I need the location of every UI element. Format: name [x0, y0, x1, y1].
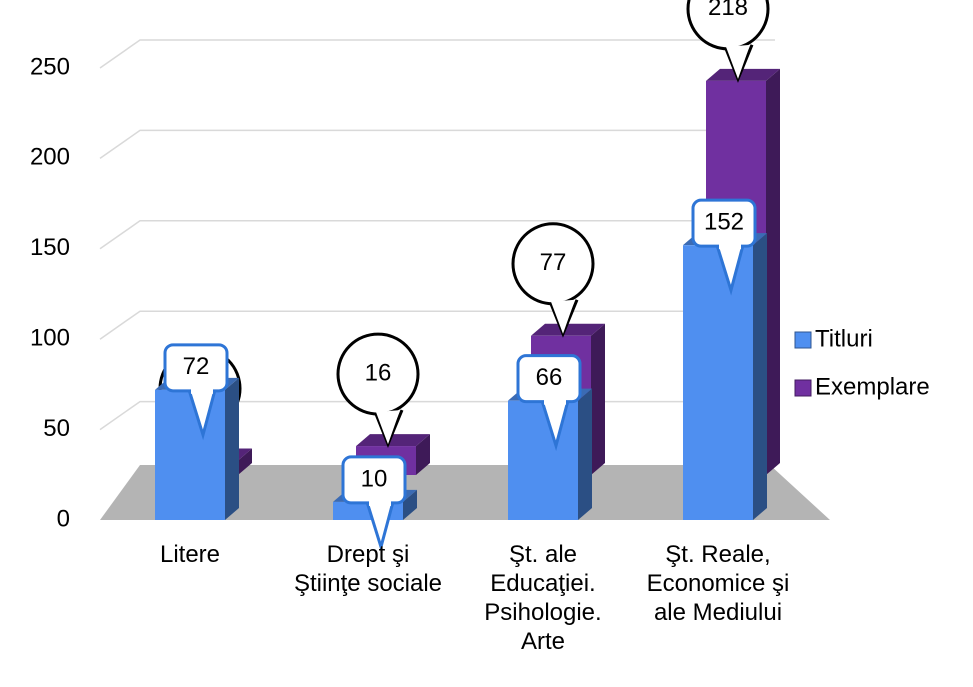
- bar-top: [356, 434, 430, 447]
- x-tick-label: Şt. Reale, Economice şi ale Mediului: [646, 541, 790, 626]
- data-label: 10: [361, 465, 388, 492]
- grid-line: [99, 220, 775, 250]
- grid-line: [99, 129, 775, 160]
- data-label: 152: [704, 209, 744, 236]
- bar-front: [683, 245, 753, 520]
- x-tick-label: Litere: [159, 541, 221, 568]
- bar-side: [766, 68, 780, 475]
- x-tick-label: Drept şi Ştiinţe sociale: [293, 541, 443, 597]
- data-label: 77: [540, 249, 567, 276]
- bar-top: [706, 68, 780, 81]
- data-label-gap: [191, 387, 213, 394]
- y-tick-label: 250: [30, 53, 70, 80]
- data-label: 218: [708, 0, 748, 21]
- legend-label: Exemplare: [815, 373, 930, 400]
- legend-swatch: [794, 331, 812, 349]
- data-label: 16: [365, 359, 392, 386]
- y-tick-label: 100: [30, 325, 70, 352]
- grid-line: [99, 310, 775, 340]
- data-label-callout: [715, 244, 745, 296]
- x-tick-label-box: Drept şi Ştiinţe sociale: [293, 541, 443, 597]
- bar-top: [531, 323, 605, 336]
- x-tick-label-box: Şt. ale Educaţiei. Psihologie. Arte: [484, 541, 602, 655]
- floor: [100, 465, 830, 520]
- data-label-callout: [376, 410, 400, 445]
- y-tick-label: 50: [43, 415, 70, 442]
- bar-side: [238, 448, 252, 475]
- bar-side: [225, 377, 239, 520]
- data-label-callout: [187, 389, 217, 441]
- y-tick-label: 150: [30, 234, 70, 261]
- data-label-gap: [544, 398, 566, 405]
- y-tick-label: 0: [57, 505, 70, 532]
- data-label-callout: [540, 400, 570, 452]
- x-tick-label: Şt. ale Educaţiei. Psihologie. Arte: [484, 541, 602, 655]
- x-tick-label-box: Şt. Reale, Economice şi ale Mediului: [646, 541, 790, 626]
- data-label-gap: [719, 243, 741, 250]
- bar-side: [416, 434, 430, 475]
- bar-front: [508, 400, 578, 520]
- data-label: 72: [183, 353, 210, 380]
- bar-side: [591, 323, 605, 475]
- bar-side: [578, 388, 592, 520]
- data-label-callout: [726, 44, 750, 79]
- data-label-callout: [365, 501, 395, 553]
- grid-line: [99, 39, 775, 69]
- data-label: 66: [536, 364, 563, 391]
- data-label-gap: [369, 499, 391, 506]
- bar-side: [403, 489, 417, 520]
- bar-side: [753, 233, 767, 520]
- legend-swatch: [794, 379, 812, 397]
- legend-label: Titluri: [815, 325, 873, 352]
- bar: [683, 233, 767, 520]
- x-tick-label-box: Litere: [159, 541, 221, 568]
- bar-front: [155, 389, 225, 520]
- data-label-callout: [551, 299, 575, 334]
- y-tick-label: 200: [30, 144, 70, 171]
